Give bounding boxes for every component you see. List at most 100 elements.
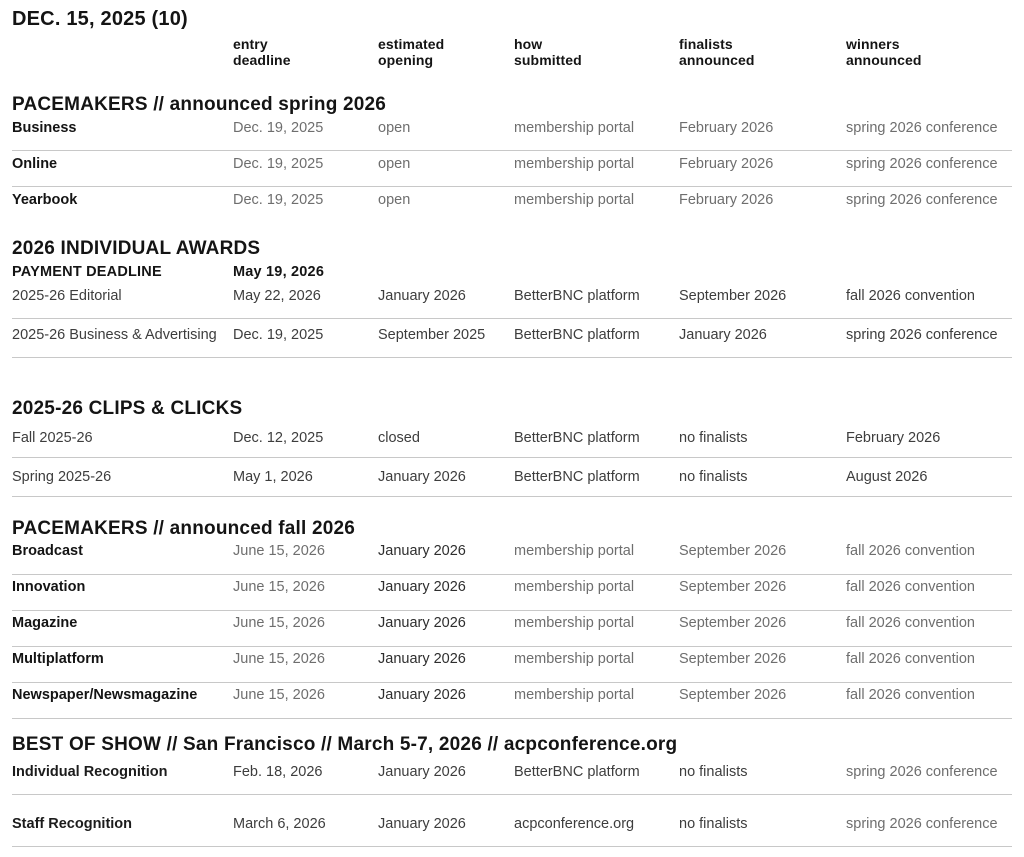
column-header-how-submitted: how submitted [514,36,582,68]
row-label: Magazine [12,615,78,631]
cell-estimated-opening: January 2026 [378,469,466,485]
cell-estimated-opening: January 2026 [378,543,466,559]
row-label: Business [12,120,77,136]
row-label: Online [12,156,58,172]
cell-finalists-announced: September 2026 [679,288,787,304]
cell-winners-announced: spring 2026 conference [846,816,998,832]
table-row-business: Business Dec. 19, 2025 open membership p… [12,115,1012,151]
cell-entry-deadline: June 15, 2026 [233,615,325,631]
cell-finalists-announced: no finalists [679,469,748,485]
cell-entry-deadline: May 22, 2026 [233,288,321,304]
table-row-spring-clips: Spring 2025-26 May 1, 2026 January 2026 … [12,458,1012,497]
table-row-fall-clips: Fall 2025-26 Dec. 12, 2025 closed Better… [12,419,1012,458]
column-header-entry-deadline: entry deadline [233,36,291,68]
section-best-of-show: BEST OF SHOW // San Francisco // March 5… [12,734,1012,847]
cell-entry-deadline: Dec. 12, 2025 [233,430,324,446]
section-heading-best-of-show: BEST OF SHOW // San Francisco // March 5… [12,734,678,755]
cell-estimated-opening: January 2026 [378,816,466,832]
table-row-magazine: Magazine June 15, 2026 January 2026 memb… [12,611,1012,647]
cell-how-submitted: BetterBNC platform [514,469,640,485]
column-header-winners-announced: winners announced [846,36,922,68]
cell-how-submitted: BetterBNC platform [514,288,640,304]
table-row-editorial: 2025-26 Editorial May 22, 2026 January 2… [12,280,1012,319]
cell-how-submitted: membership portal [514,615,635,631]
cell-winners-announced: February 2026 [846,430,941,446]
cell-finalists-announced: February 2026 [679,156,774,172]
cell-winners-announced: spring 2026 conference [846,327,998,343]
payment-deadline-label: PAYMENT DEADLINE [12,264,162,280]
column-header-finalists-announced: finalists announced [679,36,755,68]
cell-estimated-opening: January 2026 [378,687,466,703]
cell-winners-announced: fall 2026 convention [846,579,975,595]
cell-finalists-announced: February 2026 [679,192,774,208]
cell-how-submitted: BetterBNC platform [514,327,640,343]
cell-winners-announced: fall 2026 convention [846,651,975,667]
row-label: Newspaper/Newsmagazine [12,687,198,703]
cell-entry-deadline: June 15, 2026 [233,687,325,703]
row-label: Multiplatform [12,651,104,667]
cell-finalists-announced: September 2026 [679,543,787,559]
cell-estimated-opening: January 2026 [378,288,466,304]
cell-estimated-opening: open [378,192,411,208]
cell-how-submitted: membership portal [514,579,635,595]
section-heading-pacemakers-spring: PACEMAKERS // announced spring 2026 [12,94,387,115]
cell-how-submitted: membership portal [514,687,635,703]
cell-estimated-opening: January 2026 [378,764,466,780]
cell-how-submitted: membership portal [514,120,635,136]
payment-deadline-row: PAYMENT DEADLINE May 19, 2026 [12,259,1012,280]
table-row-business-advertising: 2025-26 Business & Advertising Dec. 19, … [12,319,1012,358]
cell-how-submitted: membership portal [514,543,635,559]
table-row-broadcast: Broadcast June 15, 2026 January 2026 mem… [12,539,1012,575]
row-label: Spring 2025-26 [12,469,112,485]
section-heading-clips-clicks: 2025-26 CLIPS & CLICKS [12,398,243,419]
cell-estimated-opening: January 2026 [378,615,466,631]
table-row-online: Online Dec. 19, 2025 open membership por… [12,151,1012,187]
row-label: Staff Recognition [12,816,133,832]
cell-entry-deadline: May 1, 2026 [233,469,313,485]
row-label: Yearbook [12,192,78,208]
row-label: 2025-26 Editorial [12,288,122,304]
cell-winners-announced: fall 2026 convention [846,615,975,631]
cell-winners-announced: August 2026 [846,469,928,485]
cell-winners-announced: spring 2026 conference [846,156,998,172]
table-row-innovation: Innovation June 15, 2026 January 2026 me… [12,575,1012,611]
cell-entry-deadline: Dec. 19, 2025 [233,156,324,172]
cell-finalists-announced: no finalists [679,816,748,832]
row-label: Broadcast [12,543,83,559]
row-label: Individual Recognition [12,764,168,780]
table-row-newspaper-newsmagazine: Newspaper/Newsmagazine June 15, 2026 Jan… [12,683,1012,719]
cell-finalists-announced: September 2026 [679,687,787,703]
page-title: DEC. 15, 2025 (10) [12,8,188,30]
column-header-estimated-opening: estimated opening [378,36,445,68]
cell-estimated-opening: closed [378,430,420,446]
cell-how-submitted: membership portal [514,192,635,208]
cell-how-submitted: membership portal [514,651,635,667]
cell-entry-deadline: Dec. 19, 2025 [233,192,324,208]
row-label: Fall 2025-26 [12,430,93,446]
cell-winners-announced: spring 2026 conference [846,192,998,208]
cell-entry-deadline: Dec. 19, 2025 [233,327,324,343]
cell-estimated-opening: open [378,120,411,136]
cell-estimated-opening: January 2026 [378,579,466,595]
cell-entry-deadline: March 6, 2026 [233,816,326,832]
payment-deadline-value: May 19, 2026 [233,264,325,280]
cell-winners-announced: spring 2026 conference [846,764,998,780]
cell-winners-announced: fall 2026 convention [846,543,975,559]
section-pacemakers-fall: PACEMAKERS // announced fall 2026 Broadc… [12,518,1012,719]
table-row-multiplatform: Multiplatform June 15, 2026 January 2026… [12,647,1012,683]
cell-finalists-announced: February 2026 [679,120,774,136]
cell-finalists-announced: no finalists [679,430,748,446]
section-heading-pacemakers-fall: PACEMAKERS // announced fall 2026 [12,518,356,539]
cell-finalists-announced: September 2026 [679,651,787,667]
cell-how-submitted: acpconference.org [514,816,635,832]
cell-winners-announced: fall 2026 convention [846,288,975,304]
cell-estimated-opening: September 2025 [378,327,486,343]
row-label: 2025-26 Business & Advertising [12,327,217,343]
cell-how-submitted: BetterBNC platform [514,430,640,446]
section-clips-clicks: 2025-26 CLIPS & CLICKS Fall 2025-26 Dec.… [12,398,1012,497]
cell-finalists-announced: no finalists [679,764,748,780]
cell-estimated-opening: open [378,156,411,172]
cell-winners-announced: fall 2026 convention [846,687,975,703]
table-header: entry deadline estimated opening how sub… [12,36,1012,68]
